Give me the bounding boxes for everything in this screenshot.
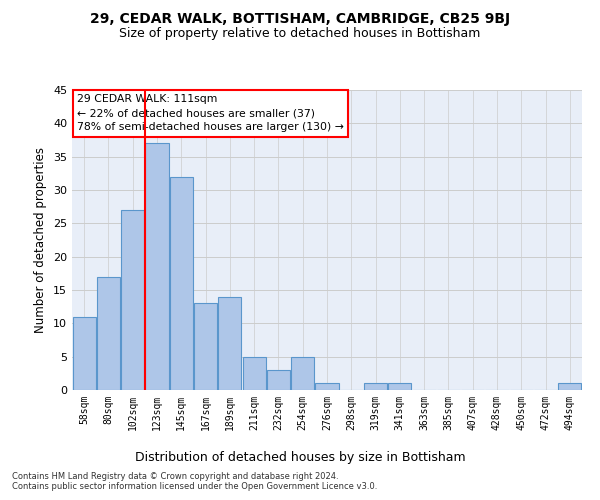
Y-axis label: Number of detached properties: Number of detached properties <box>34 147 47 333</box>
Bar <box>267 370 290 390</box>
Bar <box>73 316 95 390</box>
Bar <box>97 276 120 390</box>
Text: 29, CEDAR WALK, BOTTISHAM, CAMBRIDGE, CB25 9BJ: 29, CEDAR WALK, BOTTISHAM, CAMBRIDGE, CB… <box>90 12 510 26</box>
Bar <box>218 296 241 390</box>
Bar <box>242 356 266 390</box>
Text: Contains public sector information licensed under the Open Government Licence v3: Contains public sector information licen… <box>12 482 377 491</box>
Bar <box>194 304 217 390</box>
Text: Contains HM Land Registry data © Crown copyright and database right 2024.: Contains HM Land Registry data © Crown c… <box>12 472 338 481</box>
Text: Distribution of detached houses by size in Bottisham: Distribution of detached houses by size … <box>134 451 466 464</box>
Bar <box>145 144 169 390</box>
Bar <box>170 176 193 390</box>
Bar <box>364 384 387 390</box>
Text: Size of property relative to detached houses in Bottisham: Size of property relative to detached ho… <box>119 28 481 40</box>
Bar <box>121 210 144 390</box>
Bar <box>559 384 581 390</box>
Bar <box>388 384 412 390</box>
Bar <box>316 384 338 390</box>
Bar <box>291 356 314 390</box>
Text: 29 CEDAR WALK: 111sqm
← 22% of detached houses are smaller (37)
78% of semi-deta: 29 CEDAR WALK: 111sqm ← 22% of detached … <box>77 94 344 132</box>
